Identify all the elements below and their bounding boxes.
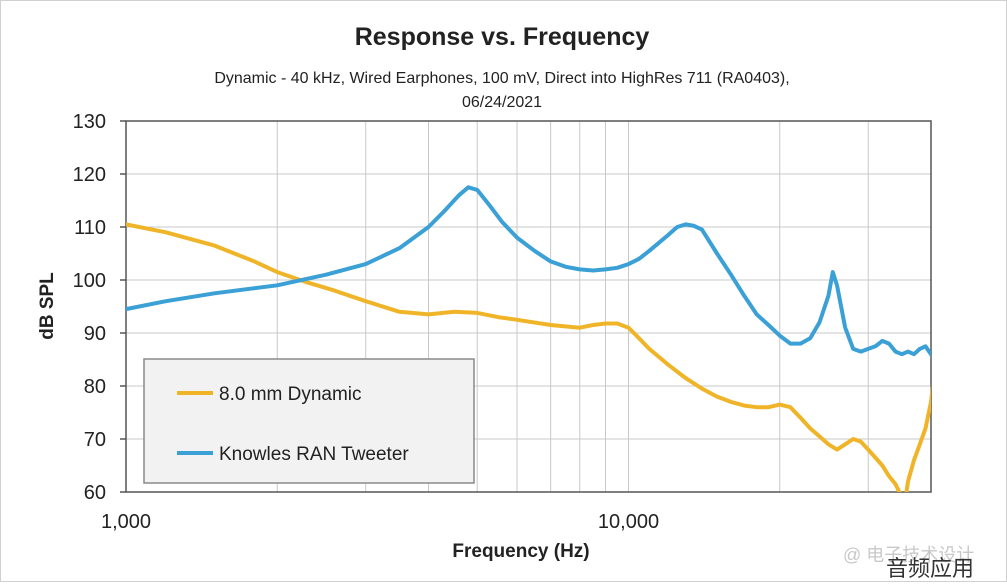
x-axis-label: Frequency (Hz): [452, 541, 589, 562]
legend: 8.0 mm Dynamic Knowles RAN Tweeter: [143, 358, 475, 484]
x-tick-label: 10,000: [598, 511, 659, 533]
watermark-text: 音频应用: [886, 556, 974, 581]
series-line-8mm-dynamic: [126, 222, 931, 492]
plot-area-border: [125, 120, 932, 493]
series-layer: [126, 185, 931, 492]
chart-title: Response vs. Frequency: [355, 23, 650, 51]
y-tick-label: 80: [84, 376, 106, 398]
chart-subtitle-line-1: Dynamic - 40 kHz, Wired Earphones, 100 m…: [214, 70, 789, 87]
y-tick-label: 100: [73, 270, 106, 292]
y-tick-label: 90: [84, 323, 106, 345]
y-tick-label: 130: [73, 111, 106, 133]
y-tick-label: 120: [73, 164, 106, 186]
x-axis-ticks: 1,000 10,000: [101, 511, 659, 533]
y-axis-ticks: 60 70 80 90 100 110 120 130: [73, 111, 126, 504]
chart-subtitle-line-2: 06/24/2021: [462, 94, 542, 111]
x-tick-label: 1,000: [101, 511, 151, 533]
y-tick-label: 60: [84, 482, 106, 504]
y-axis-label: dB SPL: [37, 272, 58, 340]
legend-label-8mm-dynamic: 8.0 mm Dynamic: [219, 384, 362, 405]
y-tick-label: 70: [84, 429, 106, 451]
series-line-knowles-ran-tweeter: [126, 185, 931, 359]
y-tick-label: 110: [74, 217, 106, 239]
legend-box: [143, 358, 475, 484]
watermark-faint-text: @ 电子技术设计: [843, 545, 974, 565]
legend-label-knowles-ran-tweeter: Knowles RAN Tweeter: [219, 444, 409, 465]
